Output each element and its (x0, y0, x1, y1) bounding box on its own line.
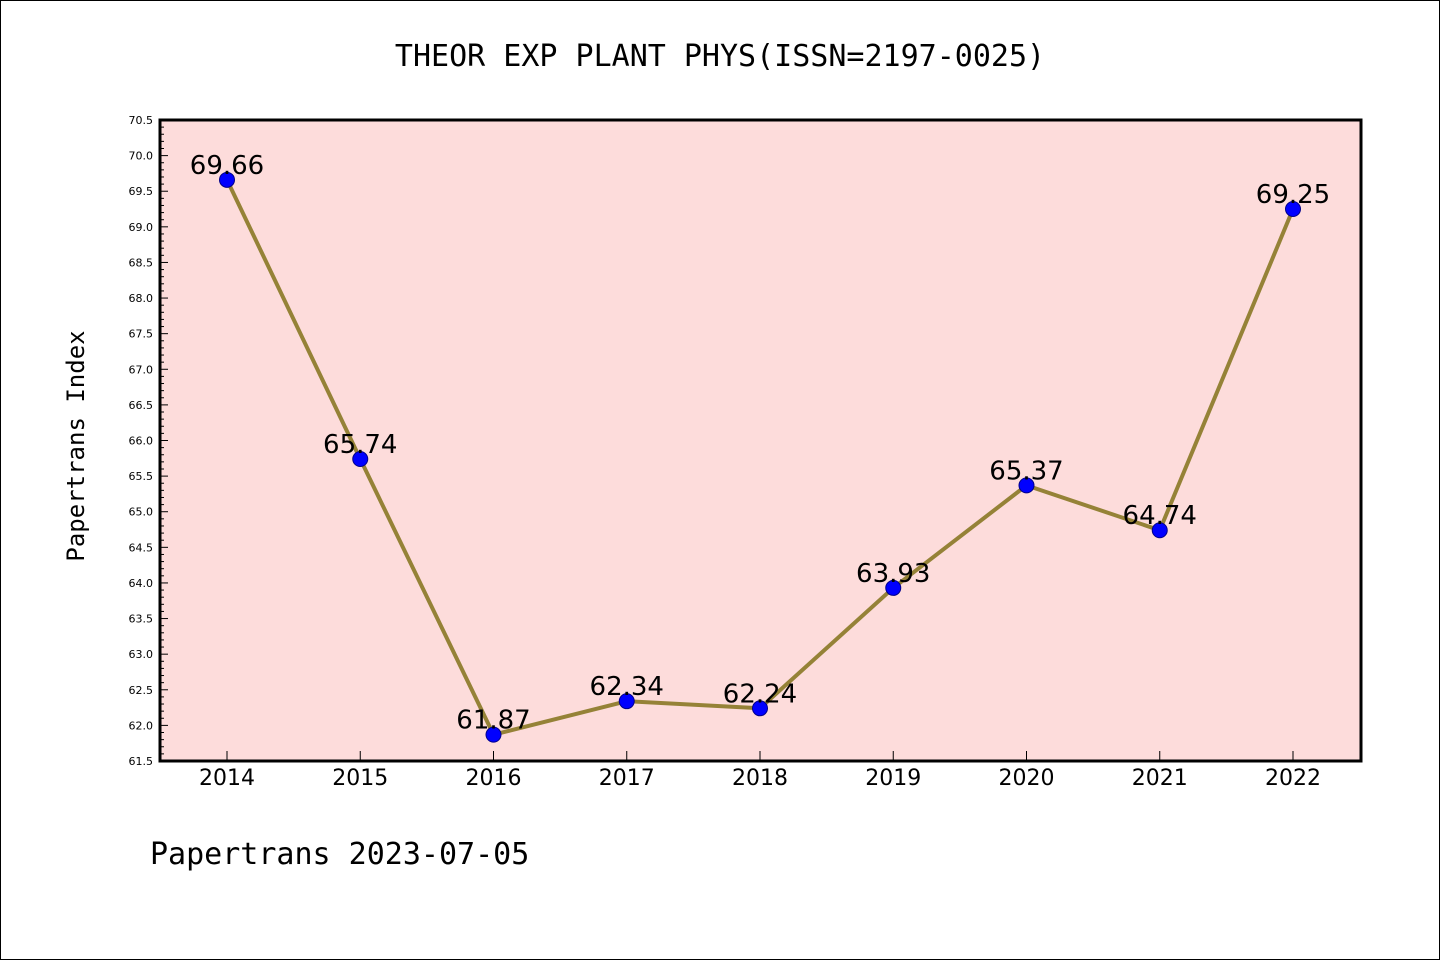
y-tick-label: 66.0 (129, 435, 154, 448)
data-label: 64.74 (1123, 501, 1197, 531)
data-point (1018, 477, 1035, 494)
y-tick-label: 70.5 (129, 114, 154, 127)
y-tick-label: 63.0 (129, 648, 154, 661)
x-tick-label: 2019 (865, 766, 921, 791)
x-tick-label: 2022 (1265, 766, 1321, 791)
x-tick-label: 2021 (1132, 766, 1188, 791)
x-tick-label: 2015 (332, 766, 388, 791)
y-axis-label: Papertrans Index (62, 330, 90, 561)
y-tick-label: 65.5 (129, 470, 154, 483)
y-tick-label: 66.5 (129, 399, 154, 412)
data-point (219, 171, 235, 188)
x-tick-label: 2016 (466, 766, 522, 791)
y-tick-label: 62.0 (129, 719, 154, 732)
y-tick-label: 69.0 (129, 221, 154, 234)
y-tick-label: 68.5 (129, 256, 154, 269)
y-axis: 61.5 62.0 62.5 63.0 63.5 64.0 64.5 65.0 65.5 66.0… (129, 114, 168, 768)
plot-area (158, 118, 1363, 763)
y-tick-label: 68.0 (129, 292, 154, 305)
data-point (1285, 201, 1301, 218)
data-label: 61.87 (456, 706, 530, 736)
series-markers (219, 171, 1301, 743)
data-label: 65.74 (323, 430, 397, 460)
footer-credit: Papertrans 2023-07-05 (150, 837, 529, 872)
y-tick-label: 63.5 (129, 613, 154, 626)
x-tick-label: 2014 (199, 766, 255, 791)
y-tick-label: 64.5 (129, 541, 154, 554)
data-point (618, 693, 635, 710)
data-point (1151, 522, 1168, 539)
data-label: 62.34 (590, 672, 664, 702)
y-tick-label: 62.5 (129, 684, 154, 697)
y-tick-label: 64.0 (129, 577, 154, 590)
data-label: 69.66 (190, 151, 264, 181)
data-point (352, 451, 369, 468)
x-axis: 2014 2015 2016 2017 2018 2019 2020 2021 2022 (199, 751, 1321, 791)
x-tick-label: 2018 (732, 766, 788, 791)
y-tick-label: 67.5 (129, 328, 154, 341)
data-label: 62.24 (723, 679, 797, 709)
data-label: 63.93 (856, 559, 930, 589)
x-tick-label: 2017 (599, 766, 655, 791)
data-point (752, 700, 768, 717)
y-tick-label: 70.0 (129, 150, 154, 163)
y-tick-label: 65.0 (129, 506, 154, 519)
y-tick-label: 69.5 (129, 185, 154, 198)
data-label: 69.25 (1256, 180, 1330, 210)
y-tick-label: 67.0 (129, 363, 154, 376)
chart-title: THEOR EXP PLANT PHYS(ISSN=2197-0025) (395, 39, 1045, 74)
data-label: 65.37 (989, 456, 1063, 486)
data-point (885, 579, 902, 596)
x-tick-label: 2020 (999, 766, 1055, 791)
y-tick-label: 61.5 (129, 755, 154, 768)
data-point (485, 726, 502, 743)
data-labels: 69.66 65.74 61.87 62.34 62.24 63.93 65.37 64.74… (190, 151, 1330, 736)
